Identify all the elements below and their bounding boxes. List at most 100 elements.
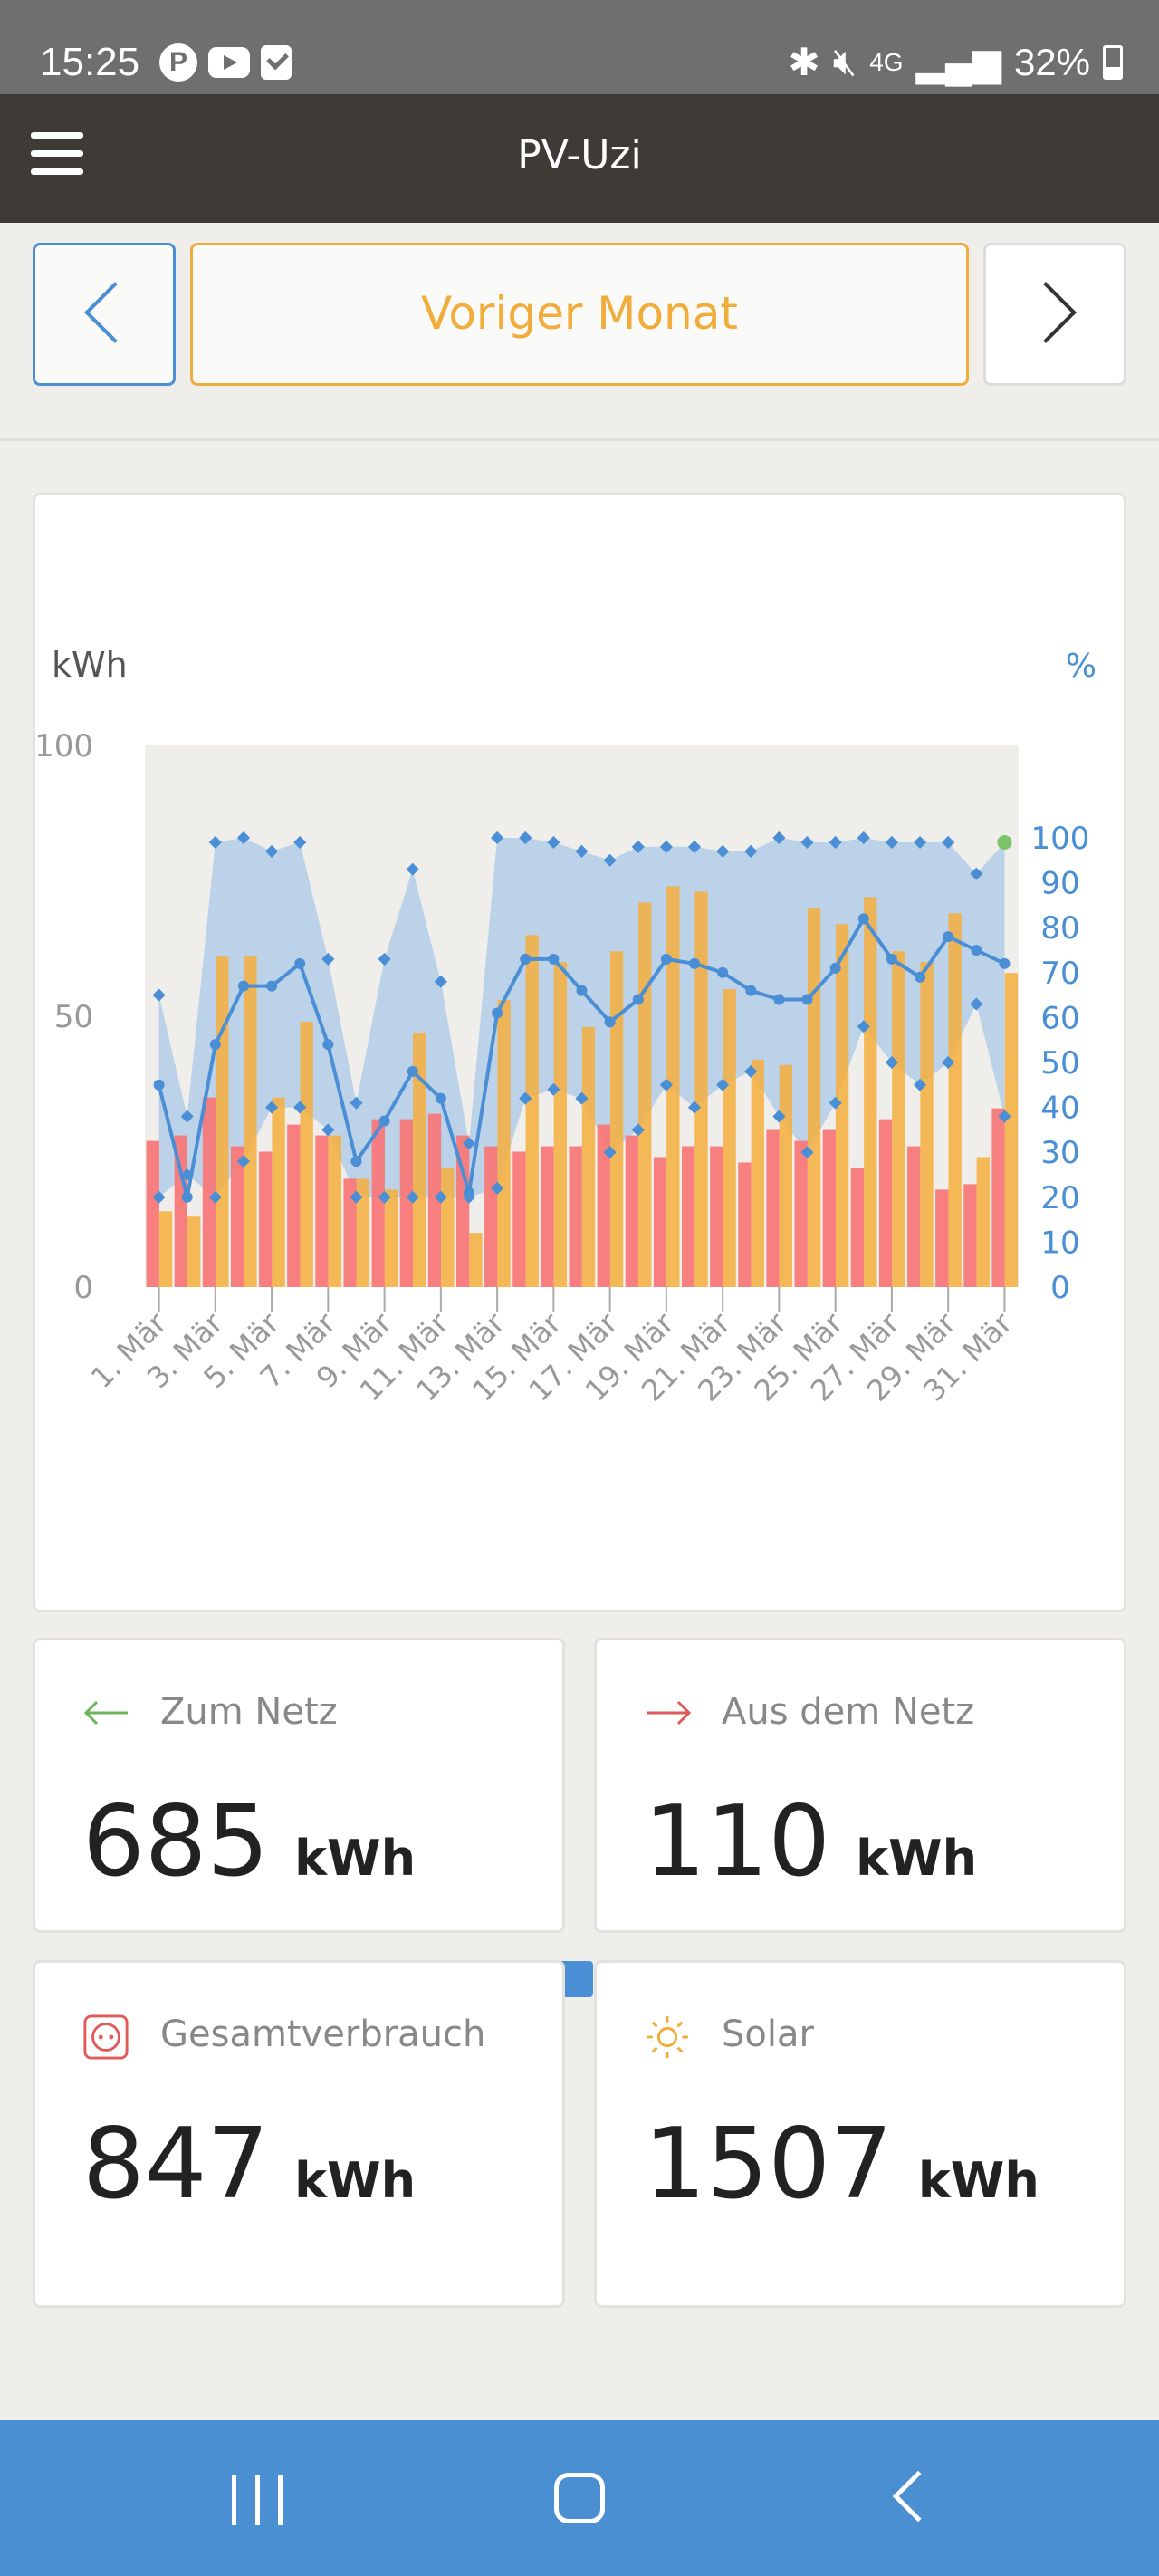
bar-verbrauch	[202, 1097, 216, 1287]
battery-min-point	[970, 997, 983, 1011]
menu-icon[interactable]	[31, 132, 83, 178]
total-consumption-title: Gesamtverbrauch	[160, 2014, 486, 2055]
bar-solar	[609, 951, 624, 1287]
bar-solar	[158, 1211, 173, 1287]
bar-verbrauch	[907, 1146, 921, 1287]
socket-icon	[83, 2014, 129, 2060]
battery-min-point	[603, 1146, 617, 1159]
from-grid-card: Aus dem Netz 110 kWh	[594, 1638, 1126, 1933]
previous-period-button[interactable]	[33, 243, 176, 386]
checkbox-icon	[261, 45, 292, 80]
battery-min-point	[687, 1101, 702, 1114]
back-button[interactable]	[892, 2470, 944, 2523]
battery-mean-point	[378, 1115, 390, 1127]
battery-max-point	[857, 831, 870, 845]
bar-verbrauch	[963, 1184, 977, 1287]
battery-max-point	[716, 844, 730, 858]
chevron-right-icon	[1015, 282, 1077, 343]
battery-max-point	[293, 835, 307, 850]
solar-value-row: 1507 kWh	[644, 2108, 1039, 2221]
bar-solar	[328, 1135, 341, 1287]
battery-mean-point	[266, 980, 278, 992]
bar-solar	[441, 1168, 455, 1287]
bar-solar	[948, 913, 962, 1287]
battery-max-point	[575, 844, 589, 858]
battery-min-point	[293, 1101, 307, 1114]
bar-solar	[864, 897, 877, 1287]
bluetooth-icon: ✱	[788, 41, 820, 83]
battery-mean-point	[322, 1039, 334, 1051]
bar-solar	[187, 1216, 201, 1287]
battery-max-point	[321, 952, 335, 966]
battery-max-point	[462, 1137, 476, 1150]
app-title: PV-Uzi	[517, 132, 642, 178]
battery-mean-point	[943, 931, 954, 943]
youtube-icon	[208, 47, 250, 78]
app-bar: PV-Uzi	[0, 94, 1159, 223]
battery-min-point	[744, 1064, 758, 1078]
bar-verbrauch	[766, 1129, 780, 1287]
battery-max-point	[659, 840, 673, 853]
battery-max-point	[265, 844, 279, 858]
bar-verbrauch	[315, 1135, 329, 1287]
bar-verbrauch	[653, 1157, 667, 1287]
battery-max-point	[829, 835, 842, 850]
battery-max-point	[152, 988, 166, 1002]
battery-mean-point	[857, 913, 869, 925]
battery-min-point	[265, 1101, 279, 1114]
y-axis-right-title: %	[1066, 648, 1097, 685]
chart-card: kWh% 0 50 100 0 10 20 30 40 50 60 70 80 90 100 1. Mär 3.…	[33, 493, 1129, 1997]
to-grid-value: 685	[82, 1785, 270, 1898]
next-period-button[interactable]	[983, 243, 1126, 386]
bar-verbrauch	[541, 1146, 554, 1287]
y-right-tick-label: 0	[1050, 1270, 1070, 1306]
battery-max-point	[687, 840, 702, 853]
battery-min-point	[857, 1020, 870, 1033]
bar-verbrauch	[427, 1113, 442, 1287]
y-left-tick-label: 100	[35, 728, 93, 764]
from-grid-value-row: 110 kWh	[644, 1785, 977, 1898]
y-right-tick-label: 30	[1040, 1135, 1079, 1171]
battery-min-point	[942, 1055, 955, 1070]
bar-verbrauch	[569, 1146, 582, 1287]
total-consumption-card: Gesamtverbrauch 847 kWh	[33, 1960, 565, 2308]
arrow-left-icon	[83, 1700, 128, 1725]
battery-min-point	[519, 1091, 532, 1105]
battery-mean-point	[435, 1092, 446, 1104]
pinterest-icon	[159, 43, 197, 82]
y-left-tick-label: 50	[54, 999, 93, 1035]
y-axis-left-title: kWh	[52, 645, 128, 685]
period-label-button[interactable]: Voriger Monat	[190, 243, 969, 386]
battery-mean-point	[971, 945, 982, 956]
solar-value: 1507	[644, 2108, 893, 2221]
bar-solar	[666, 886, 680, 1287]
solar-unit: kWh	[917, 2152, 1039, 2209]
battery-mean-point	[548, 953, 560, 965]
battery-max-point	[603, 853, 617, 867]
battery-max-point	[378, 952, 391, 966]
bar-verbrauch	[738, 1162, 752, 1287]
battery-mean-point	[999, 957, 1011, 969]
bar-solar	[469, 1233, 483, 1287]
bar-verbrauch	[710, 1146, 723, 1287]
battery-mean-point	[886, 953, 897, 965]
sun-icon	[646, 2015, 689, 2059]
notification-icons	[159, 43, 292, 82]
recent-apps-button[interactable]	[232, 2475, 283, 2525]
bar-verbrauch	[399, 1119, 414, 1287]
battery-min-point	[659, 1078, 673, 1091]
from-grid-title: Aus dem Netz	[722, 1691, 975, 1733]
bar-solar	[216, 956, 229, 1287]
battery-mean-point	[745, 985, 757, 996]
bar-verbrauch	[455, 1135, 470, 1287]
home-button[interactable]	[554, 2473, 605, 2523]
solar-card: Solar 1507 kWh	[594, 1960, 1126, 2308]
y-right-tick-label: 50	[1040, 1045, 1079, 1081]
bar-solar	[244, 956, 257, 1287]
network-type: 4G	[869, 47, 904, 76]
system-icons: ✱ 🔇︎ 4G ▂▄▆ 32%	[789, 40, 1123, 84]
bar-verbrauch	[935, 1189, 949, 1287]
bar-verbrauch	[822, 1129, 836, 1287]
battery-mean-point	[801, 994, 813, 1005]
